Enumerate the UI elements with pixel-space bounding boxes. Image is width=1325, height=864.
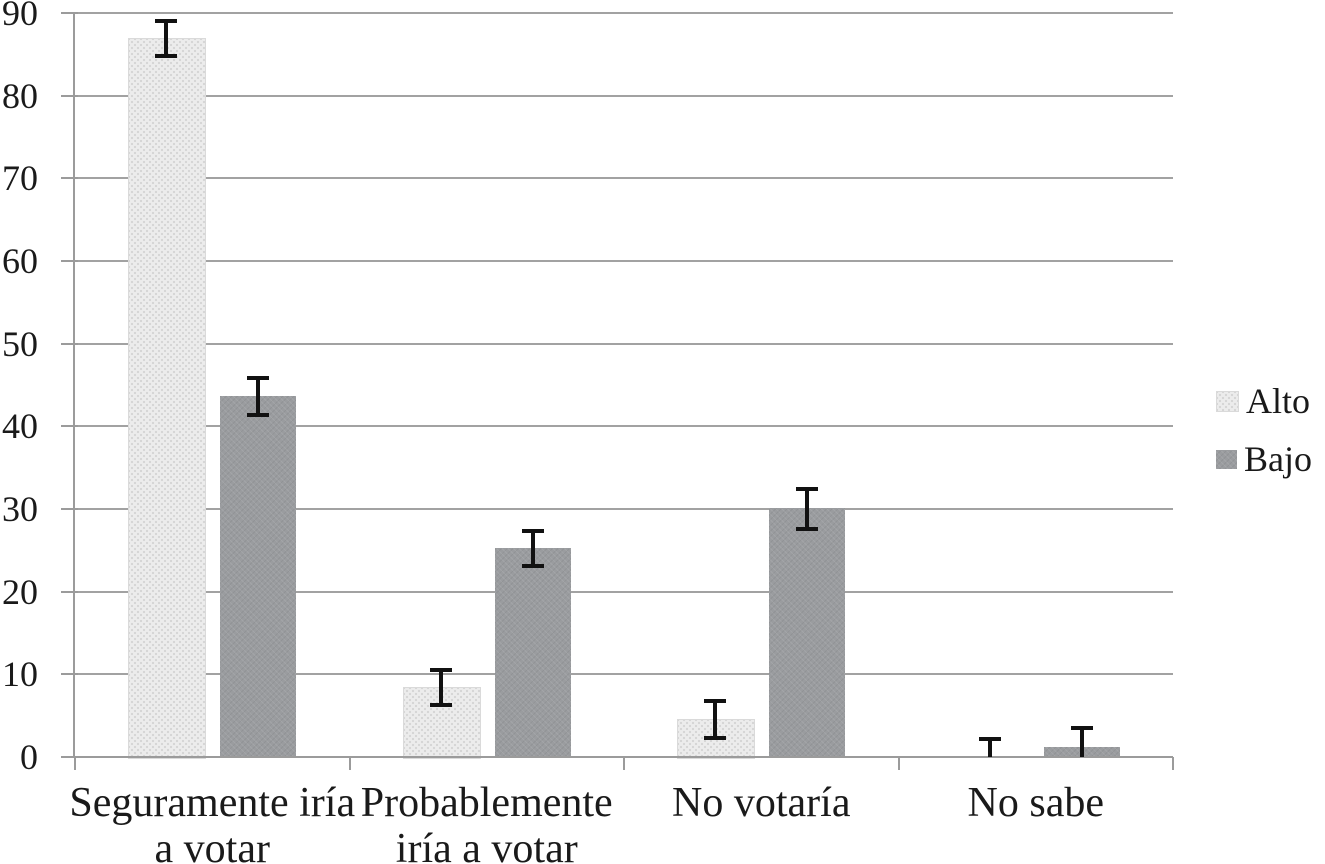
y-axis-tick [61, 425, 78, 428]
y-axis-tick [61, 673, 78, 676]
x-category-label: No sabe [866, 780, 1206, 826]
bar-bajo-2 [769, 508, 846, 757]
y-axis-tick [61, 12, 78, 14]
y-tick-label: 30 [2, 489, 38, 529]
error-bar [530, 529, 535, 567]
y-axis-tick [61, 508, 78, 510]
error-bar-cap-top [1070, 726, 1093, 731]
y-axis-tick [61, 590, 78, 593]
gridline [75, 342, 1173, 345]
y-tick-label: 20 [2, 571, 38, 612]
error-bar-cap-top [704, 698, 727, 703]
x-category-label-line: iría a votar [395, 826, 578, 864]
gridline [75, 673, 1173, 676]
gridline [75, 508, 1173, 510]
gridline [75, 94, 1173, 97]
error-bar [713, 699, 718, 738]
error-bar-cap-top [247, 375, 270, 380]
legend: Alto Bajo [1216, 383, 1312, 499]
error-bar [164, 19, 169, 56]
legend-label-alto: Alto [1246, 381, 1311, 421]
gridline [75, 425, 1173, 428]
x-category-label: Seguramente iría a votar [42, 780, 382, 864]
bar-alto-0 [128, 37, 207, 759]
error-bar-cap-top [521, 528, 544, 533]
x-category-label: Probablemente iría a votar [317, 780, 657, 864]
x-category-label-line: Seguramente iría [69, 780, 356, 826]
error-bar [987, 737, 992, 757]
x-axis-tick [74, 757, 76, 770]
error-bar-cap-top [429, 667, 452, 672]
error-bar-cap-bottom [429, 702, 452, 707]
y-tick-label: 60 [2, 241, 38, 281]
bar-bajo-0 [220, 395, 297, 757]
bar-bajo-1 [494, 547, 571, 757]
x-category-label-line: a votar [154, 826, 270, 864]
y-tick-label: 70 [2, 158, 38, 199]
gridline [75, 177, 1173, 180]
y-tick-label: 10 [2, 654, 38, 695]
x-axis-tick [1172, 757, 1174, 770]
legend-item-bajo: Bajo [1216, 441, 1312, 477]
x-category-label-line: Probablemente [360, 780, 613, 826]
error-bar-cap-top [978, 736, 1001, 741]
y-axis-tick [61, 260, 78, 262]
y-tick-label: 0 [20, 737, 38, 777]
error-bar [1079, 727, 1084, 757]
x-category-label-line: No votaría [672, 780, 851, 826]
x-axis-tick [623, 757, 625, 770]
gridline [75, 260, 1173, 262]
x-axis-line [61, 756, 1173, 758]
error-bar [438, 668, 443, 705]
y-tick-label: 50 [2, 323, 38, 364]
y-axis-tick [61, 342, 78, 345]
legend-swatch-bajo [1216, 449, 1237, 469]
x-axis-tick [348, 757, 351, 770]
error-bar-cap-top [155, 18, 178, 23]
legend-label-bajo: Bajo [1244, 439, 1312, 479]
y-tick-label: 90 [2, 0, 38, 33]
y-tick-label: 40 [2, 406, 38, 447]
error-bar-cap-bottom [247, 412, 270, 417]
error-bar-cap-bottom [704, 735, 727, 740]
y-axis-tick [61, 94, 78, 97]
error-bar-cap-bottom [796, 526, 819, 531]
y-tick-label: 80 [2, 75, 38, 116]
error-bar [805, 487, 810, 529]
y-axis-line [73, 13, 75, 757]
gridline [75, 12, 1173, 14]
error-bar-cap-bottom [521, 564, 544, 569]
error-bar-cap-top [796, 486, 819, 491]
legend-item-alto: Alto [1216, 383, 1312, 419]
error-bar [256, 376, 261, 415]
gridline [75, 590, 1173, 593]
error-bar-cap-bottom [155, 53, 178, 58]
x-axis-tick [897, 757, 900, 770]
x-category-label: No votaría [591, 780, 931, 826]
x-category-label-line: No sabe [967, 780, 1104, 826]
legend-swatch-alto [1216, 390, 1239, 412]
bar-alto-1 [402, 686, 481, 759]
y-axis-tick [61, 177, 78, 180]
